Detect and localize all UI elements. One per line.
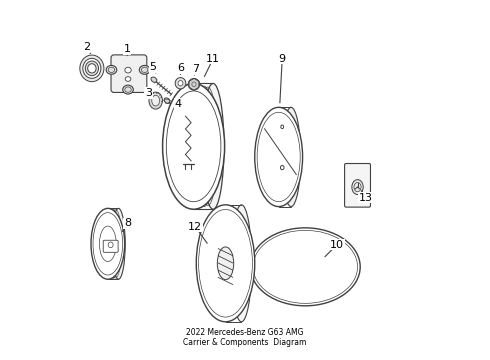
Ellipse shape [88,64,96,73]
Ellipse shape [106,66,117,74]
Ellipse shape [282,107,301,207]
Ellipse shape [83,58,101,78]
Ellipse shape [188,78,199,90]
FancyBboxPatch shape [344,163,370,207]
Ellipse shape [178,81,183,86]
Text: 6: 6 [177,63,184,73]
Ellipse shape [122,85,133,94]
Ellipse shape [202,84,224,209]
Ellipse shape [164,98,170,103]
Text: 3: 3 [145,88,152,98]
Text: 13: 13 [359,193,372,203]
Ellipse shape [196,205,255,322]
Text: 9: 9 [279,54,286,64]
Ellipse shape [352,180,363,194]
FancyBboxPatch shape [111,55,147,93]
Text: 5: 5 [149,62,156,72]
Text: 4: 4 [175,99,182,109]
FancyBboxPatch shape [103,240,118,252]
Text: 11: 11 [206,54,220,64]
Ellipse shape [85,61,98,76]
Ellipse shape [139,66,150,74]
Ellipse shape [149,92,162,109]
Ellipse shape [80,55,104,82]
Text: 10: 10 [330,239,344,249]
Ellipse shape [125,77,131,81]
Text: 7: 7 [192,64,199,74]
Ellipse shape [112,208,125,279]
Ellipse shape [255,107,303,207]
Ellipse shape [218,247,234,280]
Ellipse shape [250,228,360,306]
Text: 2022 Mercedes-Benz G63 AMG
Carrier & Components  Diagram: 2022 Mercedes-Benz G63 AMG Carrier & Com… [183,328,307,347]
Ellipse shape [163,84,224,209]
Ellipse shape [175,77,186,89]
Ellipse shape [152,95,160,106]
Text: 8: 8 [124,218,131,228]
Text: 12: 12 [188,222,202,232]
Ellipse shape [125,67,131,73]
Ellipse shape [91,208,124,279]
Ellipse shape [231,205,252,322]
Text: 1: 1 [124,44,131,54]
Ellipse shape [151,77,157,82]
Text: 2: 2 [83,42,90,52]
